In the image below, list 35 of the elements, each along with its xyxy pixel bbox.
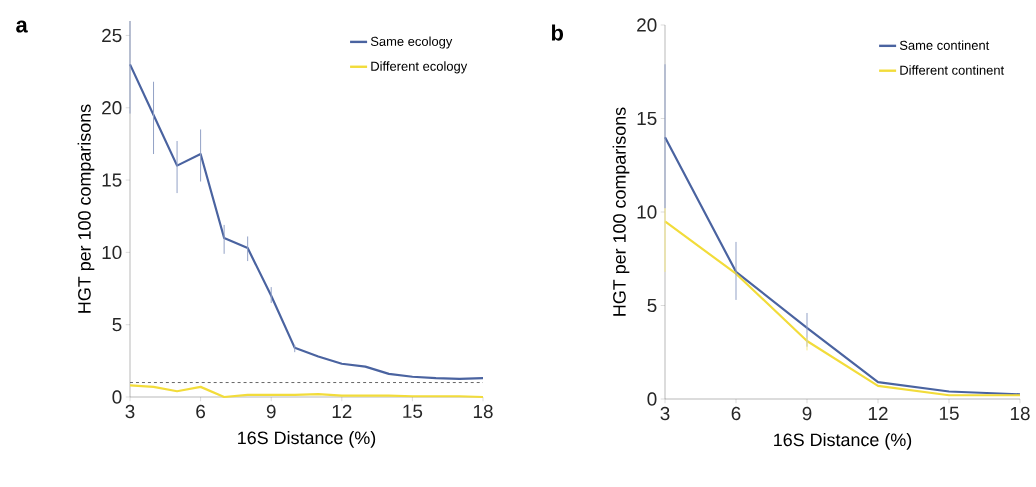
line-series [663,136,1022,396]
x-axis-title: 16S Distance (%) [774,433,912,450]
y-axis-title: HGT per 100 comparisons [612,107,630,316]
y-tick-label: 0 [647,392,657,406]
y-tick-label: 10 [102,245,122,260]
x-tick-label: 9 [266,404,276,419]
x-tick-label: 3 [125,404,135,419]
x-tick-label: 3 [660,406,670,421]
x-tick-label: 15 [403,404,423,418]
x-tick-label: 6 [196,404,206,419]
x-tick-label: 12 [868,406,888,420]
x-tick-label: 12 [332,404,352,418]
y-tick-label: 15 [637,111,657,126]
x-tick-label: 18 [1010,406,1030,421]
line-series [128,63,485,381]
y-axis-title: HGT per 100 comparisons [77,104,95,313]
x-axis-title: 16S Distance (%) [238,431,376,448]
x-tick-label: 9 [802,406,812,421]
y-tick-label: 25 [102,28,122,43]
x-tick-label: 6 [731,406,741,421]
legend-label: Same ecology [370,36,453,49]
chart-title: a [16,20,28,33]
y-tick-label: 15 [102,173,122,187]
x-tick-label: 15 [939,406,959,420]
y-tick-label: 5 [647,298,657,313]
y-tick-label: 20 [637,18,657,32]
legend-label: Different continent [900,65,1005,75]
y-tick-label: 0 [112,390,122,404]
legend-label: Different ecology [371,61,468,74]
chart-title: b [551,24,564,41]
x-tick-label: 18 [473,404,493,419]
y-tick-label: 20 [102,101,122,115]
legend-label: Same continent [899,40,990,50]
y-tick-label: 10 [637,205,657,219]
y-tick-label: 5 [112,318,122,332]
